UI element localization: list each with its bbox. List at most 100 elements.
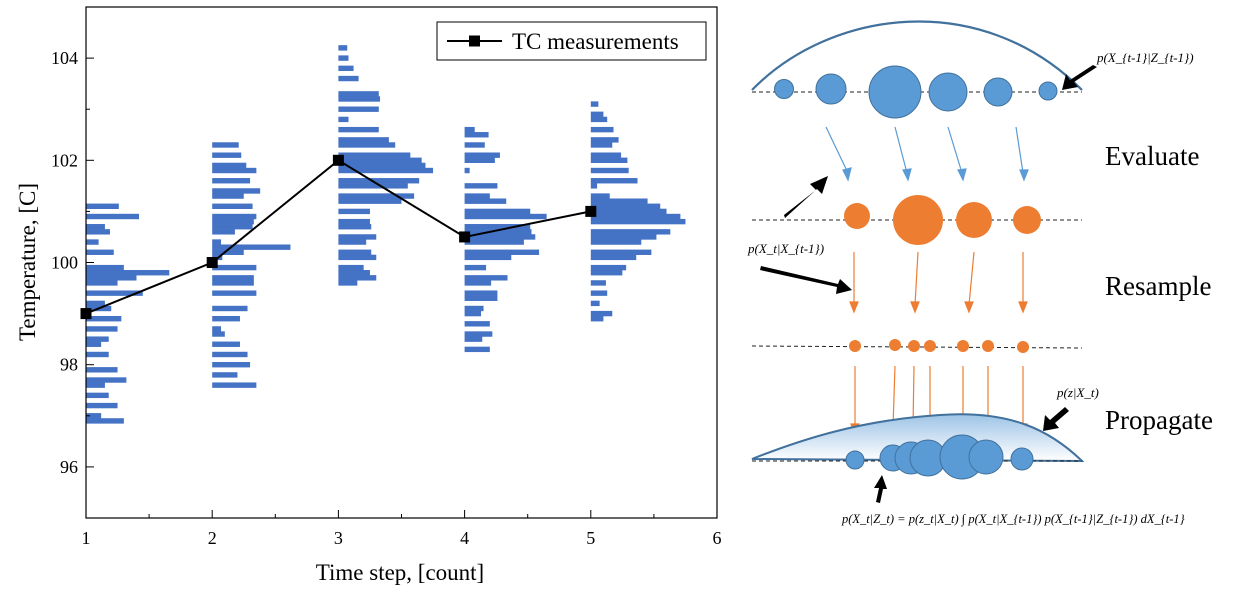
histogram-bar — [338, 183, 408, 189]
histogram-bar — [464, 126, 475, 133]
histogram-bar — [464, 290, 498, 296]
histogram-bar — [86, 326, 118, 332]
histogram-bar — [86, 341, 102, 347]
prior-particle — [928, 72, 968, 112]
prior-particle — [868, 65, 922, 119]
histogram-bar — [464, 310, 482, 317]
histogram-bar — [464, 321, 490, 327]
histogram-bar — [464, 167, 470, 174]
y-tick-label: 100 — [51, 253, 78, 273]
bayes-update-formula: p(X_t|Z_t) = p(z_t|X_t) ∫ p(X_t|X_{t-1})… — [841, 512, 1185, 527]
histogram-bar — [464, 224, 531, 230]
histogram-bar — [212, 305, 248, 312]
histogram-bar — [212, 280, 254, 286]
histogram-bar — [86, 270, 170, 276]
histogram-bar — [212, 341, 240, 347]
histogram-bar — [338, 270, 370, 276]
particle-histograms — [86, 45, 686, 424]
histogram-bar — [338, 280, 358, 286]
histogram-bar — [212, 290, 257, 296]
histogram-bar — [212, 203, 253, 209]
histogram-bar — [86, 377, 127, 383]
histogram-bar — [590, 178, 638, 184]
resampled-particle — [1017, 341, 1029, 353]
histogram-bar — [464, 234, 536, 240]
histogram-bar — [590, 167, 629, 174]
histogram-bar — [212, 362, 251, 368]
histogram-bar — [86, 203, 119, 209]
histogram-bar — [590, 203, 661, 209]
x-tick-label: 5 — [586, 528, 595, 548]
histogram-bar — [464, 132, 489, 138]
weighted-particle — [893, 195, 943, 245]
histogram-bar — [338, 152, 411, 158]
histogram-bar — [212, 372, 238, 378]
histogram-bar — [590, 101, 599, 107]
histogram-bar — [464, 193, 490, 199]
pointer-arrow-transition — [760, 266, 852, 294]
histogram-bar — [464, 280, 492, 286]
propagated-particle — [845, 450, 865, 470]
y-tick-label: 96 — [60, 457, 78, 477]
histogram-bar — [464, 229, 532, 235]
legend: TC measurements — [436, 21, 707, 61]
histogram-bar — [212, 275, 254, 281]
x-tick-label: 4 — [460, 528, 469, 548]
histogram-bar — [464, 142, 485, 148]
histogram-bar — [464, 152, 500, 158]
histogram-bar — [464, 157, 495, 163]
histogram-bar — [338, 65, 354, 72]
histogram-bar — [86, 264, 124, 271]
histogram-bar — [338, 193, 415, 199]
histogram-bar — [338, 96, 381, 102]
histogram-bar — [464, 336, 483, 342]
histogram-bar — [212, 162, 247, 169]
histogram-bar — [86, 224, 105, 230]
histogram-bar — [338, 234, 377, 240]
histogram-bar — [338, 45, 348, 51]
histogram-bar — [212, 178, 251, 184]
histogram-bar — [464, 208, 531, 215]
histogram-bar — [338, 75, 359, 82]
resample-arrows — [849, 251, 1028, 314]
x-tick-label: 3 — [334, 528, 343, 548]
histogram-bar — [464, 275, 508, 281]
histogram-bar — [338, 239, 367, 245]
histogram-bar — [590, 126, 614, 133]
histogram-bar — [86, 290, 143, 296]
histogram-bar — [86, 249, 114, 255]
histogram-bar — [86, 280, 118, 286]
histogram-bar — [338, 249, 372, 255]
histogram-bar — [590, 270, 623, 276]
histogram-bar — [338, 116, 349, 123]
y-tick-label: 98 — [60, 355, 78, 375]
histogram-bar — [212, 213, 257, 220]
series-point — [585, 205, 597, 217]
histogram-bar — [86, 392, 109, 399]
axis-ticks: 1 2 3 4 5 6 96 98 100 102 104 — [51, 6, 722, 548]
measurement-pdf-label: p(z|X_t) — [1056, 385, 1099, 400]
histogram-bar — [212, 152, 242, 158]
histogram-bar — [338, 126, 379, 133]
histogram-bar — [212, 142, 239, 148]
resampled-particles — [849, 339, 1029, 353]
histogram-bar — [464, 183, 498, 189]
histogram-bar — [590, 213, 681, 220]
series-point — [206, 257, 218, 268]
histogram-bar — [590, 193, 610, 199]
histogram-bar — [338, 218, 370, 225]
histogram-bar — [464, 331, 493, 337]
histogram-bar — [464, 239, 524, 245]
histogram-bar — [338, 208, 370, 215]
resampled-particle — [849, 340, 861, 352]
histogram-bar — [590, 218, 686, 225]
pointer-arrow-measurement — [1043, 407, 1069, 431]
weighted-particle — [844, 203, 870, 229]
histogram-bar — [212, 239, 222, 245]
y-tick-label: 104 — [51, 48, 78, 68]
histogram-bar — [590, 290, 608, 296]
histogram-bar — [86, 229, 110, 235]
histogram-bar — [338, 137, 389, 143]
histogram-bar — [590, 300, 600, 307]
histogram-bar — [212, 382, 257, 388]
